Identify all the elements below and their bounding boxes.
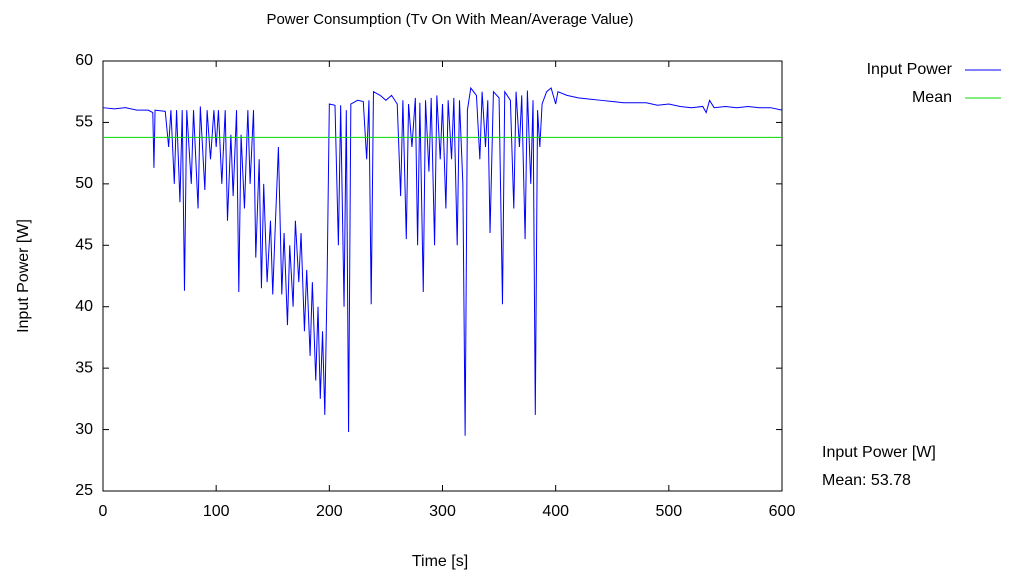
y-tick-label: 45 [75, 237, 93, 254]
line-series [102, 86, 783, 436]
x-tick-label: 600 [769, 503, 796, 520]
y-tick-label: 35 [75, 359, 93, 376]
y-tick-label: 30 [75, 421, 93, 438]
y-tick-label: 50 [75, 175, 93, 192]
x-tick-label: 300 [429, 503, 456, 520]
y-tick-label: 55 [75, 114, 93, 131]
annotation: Mean: 53.78 [822, 472, 911, 489]
legend-label: Mean [912, 89, 952, 106]
y-axis-label: Input Power [W] [15, 219, 32, 333]
chart-title: Power Consumption (Tv On With Mean/Avera… [266, 11, 633, 28]
x-tick-label: 500 [655, 503, 682, 520]
x-tick-label: 0 [99, 503, 108, 520]
x-tick-label: 100 [203, 503, 230, 520]
y-tick-label: 60 [75, 52, 93, 69]
annotation: Input Power [W] [822, 444, 936, 461]
legend-label: Input Power [867, 61, 953, 78]
x-tick-label: 200 [316, 503, 343, 520]
y-tick-label: 25 [75, 482, 93, 499]
y-tick-label: 40 [75, 298, 93, 315]
plot-frame [102, 60, 783, 492]
x-tick-label: 400 [542, 503, 569, 520]
x-axis-label: Time [s] [412, 553, 468, 570]
